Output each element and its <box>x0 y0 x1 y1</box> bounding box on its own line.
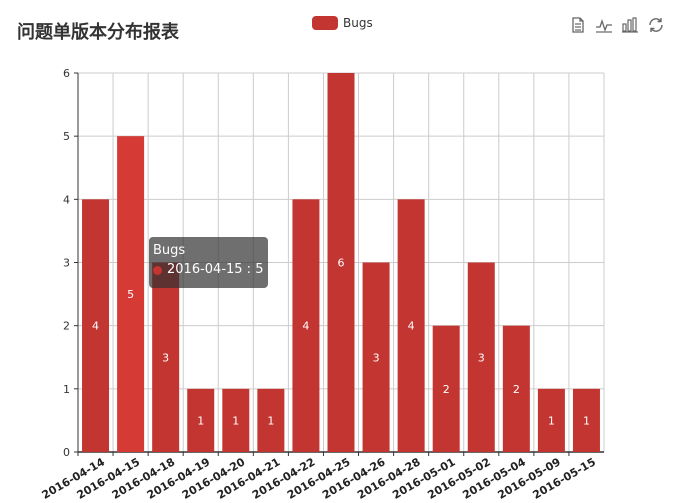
bar-value-label: 3 <box>478 351 485 364</box>
bar <box>117 136 145 452</box>
bar-value-label: 1 <box>583 414 590 427</box>
line-chart-icon[interactable] <box>595 16 613 34</box>
bar <box>82 199 110 452</box>
bar-chart-icon[interactable] <box>621 16 639 34</box>
data-view-icon[interactable] <box>569 16 587 34</box>
bar-value-label: 1 <box>267 414 274 427</box>
bar <box>537 388 565 452</box>
bar-value-label: 3 <box>373 351 380 364</box>
bar <box>152 262 180 452</box>
bar-value-label: 1 <box>548 414 555 427</box>
bar-value-label: 4 <box>408 320 415 333</box>
bar-value-label: 4 <box>92 320 99 333</box>
bar <box>222 388 250 452</box>
y-tick-label: 5 <box>63 130 70 143</box>
bar <box>432 325 460 452</box>
bar <box>257 388 285 452</box>
bar <box>187 388 215 452</box>
tooltip: Bugs 2016-04-15 : 5 <box>149 237 268 288</box>
y-tick-label: 3 <box>63 257 70 270</box>
y-tick-label: 4 <box>63 193 70 206</box>
bar <box>397 199 425 452</box>
y-tick-label: 1 <box>63 383 70 396</box>
bar-value-label: 2 <box>443 383 450 396</box>
y-tick-label: 0 <box>63 446 70 459</box>
tooltip-dot <box>153 265 162 275</box>
bar <box>572 388 600 452</box>
toolbox <box>569 16 665 34</box>
bar <box>327 73 355 452</box>
chart-title: 问题单版本分布报表 <box>17 22 179 43</box>
bar <box>292 199 320 452</box>
legend-swatch <box>312 16 338 30</box>
bar-value-label: 1 <box>232 414 239 427</box>
restore-icon[interactable] <box>647 16 665 34</box>
bar-value-label: 1 <box>197 414 204 427</box>
bar-value-label: 5 <box>127 288 134 301</box>
y-tick-label: 2 <box>63 320 70 333</box>
y-tick-label: 6 <box>63 67 70 80</box>
bar <box>362 262 390 452</box>
bar-value-label: 2 <box>513 383 520 396</box>
legend-item-bugs[interactable]: Bugs <box>312 16 373 30</box>
tooltip-title: Bugs <box>153 243 186 258</box>
bar-value-label: 3 <box>162 351 169 364</box>
bar-value-label: 4 <box>302 320 309 333</box>
bar <box>502 325 530 452</box>
bar <box>467 262 495 452</box>
bar-value-label: 6 <box>338 257 345 270</box>
legend-label: Bugs <box>343 16 373 30</box>
tooltip-value: 2016-04-15 : 5 <box>167 262 264 277</box>
